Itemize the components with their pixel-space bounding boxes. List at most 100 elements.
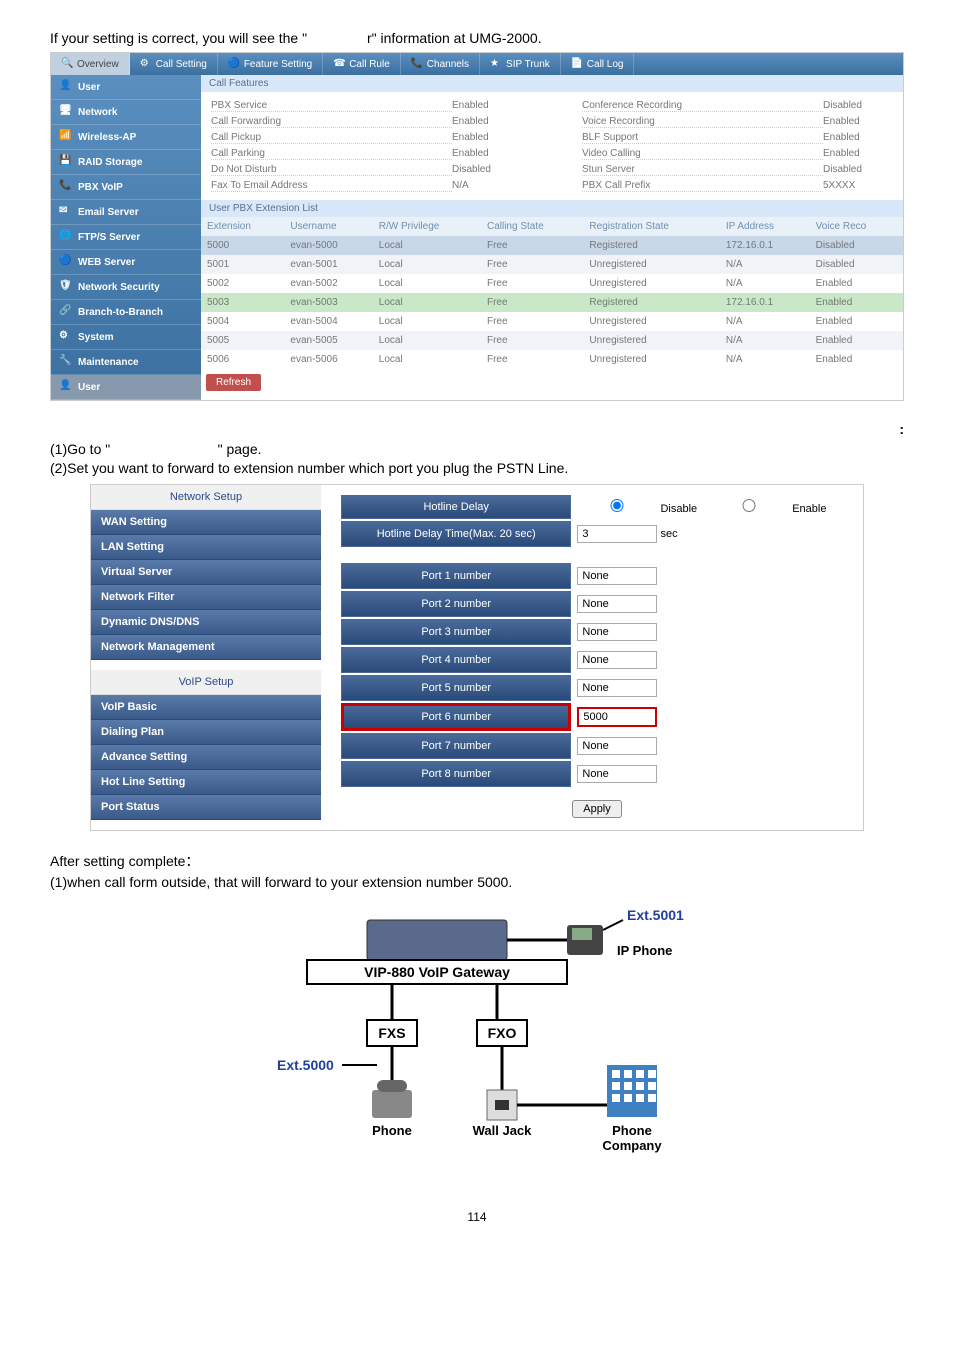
left-panel: Network Setup WAN Setting LAN Setting Vi…	[91, 485, 321, 830]
after-complete: After setting complete：	[50, 851, 904, 871]
tab-label: Call Log	[587, 59, 624, 70]
disable-option[interactable]: Disable	[577, 499, 697, 515]
table-cell: evan-5000	[284, 236, 372, 255]
table-row[interactable]: 5003evan-5003LocalFreeRegistered172.16.0…	[201, 293, 903, 312]
port-value-cell	[571, 733, 853, 759]
table-cell: Enabled	[810, 293, 903, 312]
sidebar-label: Maintenance	[78, 357, 139, 368]
virtual-server[interactable]: Virtual Server	[91, 560, 321, 585]
table-row[interactable]: 5006evan-5006LocalFreeUnregisteredN/AEna…	[201, 350, 903, 369]
port-status[interactable]: Port Status	[91, 795, 321, 820]
table-cell: Local	[373, 331, 481, 350]
refresh-button[interactable]: Refresh	[206, 374, 261, 391]
tab-label: Feature Setting	[244, 59, 312, 70]
disable-radio[interactable]	[577, 499, 657, 512]
sidebar-user2[interactable]: 👤User	[51, 375, 201, 400]
port-input[interactable]	[577, 707, 657, 727]
svg-text:FXS: FXS	[378, 1025, 405, 1041]
feature-label: Call Pickup	[211, 132, 452, 144]
sidebar-branch[interactable]: 🔗Branch-to-Branch	[51, 300, 201, 325]
port-value-cell	[571, 647, 853, 673]
port-label: Port 4 number	[341, 647, 571, 673]
table-cell: 172.16.0.1	[720, 236, 810, 255]
sidebar-label: User	[78, 82, 100, 93]
ext-column-header: Voice Reco	[810, 217, 903, 236]
table-cell: 5001	[201, 255, 284, 274]
table-cell: N/A	[720, 331, 810, 350]
tab-label: Call Rule	[349, 59, 390, 70]
dialing-plan[interactable]: Dialing Plan	[91, 720, 321, 745]
tab-channels[interactable]: 📞Channels	[401, 53, 480, 75]
tab-calllog[interactable]: 📄Call Log	[561, 53, 635, 75]
tab-siptrunk[interactable]: ★SIP Trunk	[480, 53, 561, 75]
sidebar-wireless[interactable]: 📶Wireless-AP	[51, 125, 201, 150]
table-cell: Free	[481, 331, 583, 350]
hotline-time-input[interactable]	[577, 525, 657, 543]
tab-callsetting[interactable]: ⚙Call Setting	[130, 53, 218, 75]
port-input[interactable]	[577, 765, 657, 783]
tab-overview[interactable]: 🔍Overview	[51, 53, 130, 75]
sidebar-security[interactable]: 🛡Network Security	[51, 275, 201, 300]
table-cell: Unregistered	[583, 331, 719, 350]
table-row[interactable]: 5002evan-5002LocalFreeUnregisteredN/AEna…	[201, 274, 903, 293]
sidebar-label: WEB Server	[78, 257, 135, 268]
sidebar-pbxvoip[interactable]: 📞PBX VoIP	[51, 175, 201, 200]
apply-button[interactable]: Apply	[572, 800, 622, 818]
svg-text:Phone: Phone	[372, 1123, 412, 1138]
sidebar-label: RAID Storage	[78, 157, 142, 168]
table-row[interactable]: 5005evan-5005LocalFreeUnregisteredN/AEna…	[201, 331, 903, 350]
wan-setting[interactable]: WAN Setting	[91, 510, 321, 535]
voip-setup-header[interactable]: VoIP Setup	[91, 670, 321, 695]
sidebar-label: FTP/S Server	[78, 232, 140, 243]
sidebar-network[interactable]: 🖥Network	[51, 100, 201, 125]
hotline-setting[interactable]: Hot Line Setting	[91, 770, 321, 795]
table-row[interactable]: 5000evan-5000LocalFreeRegistered172.16.0…	[201, 236, 903, 255]
network-mgmt[interactable]: Network Management	[91, 635, 321, 660]
sidebar-maintenance[interactable]: 🔧Maintenance	[51, 350, 201, 375]
port-input[interactable]	[577, 623, 657, 641]
hotline-port-row: Port 8 number	[341, 761, 853, 787]
feature-value: Enabled	[823, 148, 893, 160]
table-row[interactable]: 5001evan-5001LocalFreeUnregisteredN/ADis…	[201, 255, 903, 274]
tab-callrule[interactable]: ☎Call Rule	[323, 53, 401, 75]
network-setup-header[interactable]: Network Setup	[91, 485, 321, 510]
feature-label: BLF Support	[582, 132, 823, 144]
hotline-time-value: sec	[571, 521, 853, 547]
port-input[interactable]	[577, 567, 657, 585]
feature-value: Enabled	[452, 148, 522, 160]
features-right: Conference RecordingDisabledVoice Record…	[582, 98, 893, 194]
enable-option[interactable]: Enable	[709, 499, 826, 515]
port-input[interactable]	[577, 679, 657, 697]
port-input[interactable]	[577, 737, 657, 755]
feature-label: Call Forwarding	[211, 116, 452, 128]
port-label: Port 2 number	[341, 591, 571, 617]
port-input[interactable]	[577, 651, 657, 669]
voip-basic[interactable]: VoIP Basic	[91, 695, 321, 720]
enable-radio[interactable]	[709, 499, 789, 512]
table-cell: evan-5003	[284, 293, 372, 312]
table-row[interactable]: 5004evan-5004LocalFreeUnregisteredN/AEna…	[201, 312, 903, 331]
sidebar-email[interactable]: ✉Email Server	[51, 200, 201, 225]
sidebar-user[interactable]: 👤User	[51, 75, 201, 100]
port-value-cell	[571, 761, 853, 787]
port-input[interactable]	[577, 595, 657, 613]
lan-setting[interactable]: LAN Setting	[91, 535, 321, 560]
feature-row: Video CallingEnabled	[582, 146, 893, 162]
table-cell: Free	[481, 255, 583, 274]
ext-column-header: Registration State	[583, 217, 719, 236]
tab-featuresetting[interactable]: 🔵Feature Setting	[218, 53, 323, 75]
extension-table: ExtensionUsernameR/W PrivilegeCalling St…	[201, 217, 903, 369]
sidebar-label: User	[78, 382, 100, 393]
table-cell: Local	[373, 350, 481, 369]
feature-label: Do Not Disturb	[211, 164, 452, 176]
sidebar-system[interactable]: ⚙System	[51, 325, 201, 350]
intro-part1: If your setting is correct, you will see…	[50, 30, 307, 46]
sidebar-raid[interactable]: 💾RAID Storage	[51, 150, 201, 175]
sidebar-ftp[interactable]: 🌐FTP/S Server	[51, 225, 201, 250]
network-filter[interactable]: Network Filter	[91, 585, 321, 610]
table-cell: evan-5006	[284, 350, 372, 369]
dynamic-dns[interactable]: Dynamic DNS/DNS	[91, 610, 321, 635]
advance-setting[interactable]: Advance Setting	[91, 745, 321, 770]
sidebar-web[interactable]: 🔵WEB Server	[51, 250, 201, 275]
table-cell: Unregistered	[583, 255, 719, 274]
